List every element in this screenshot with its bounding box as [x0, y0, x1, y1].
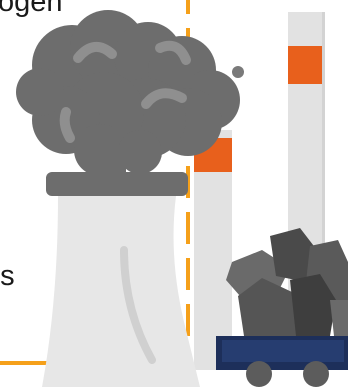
chimney-stack-icon-2	[194, 130, 232, 370]
smoke-cloud-icon	[16, 10, 244, 180]
text-fragment-3: es	[0, 260, 15, 292]
cooling-tower-icon	[42, 172, 200, 387]
coal-cart-icon	[216, 228, 348, 387]
text-fragment-top: ogen	[0, 0, 63, 18]
